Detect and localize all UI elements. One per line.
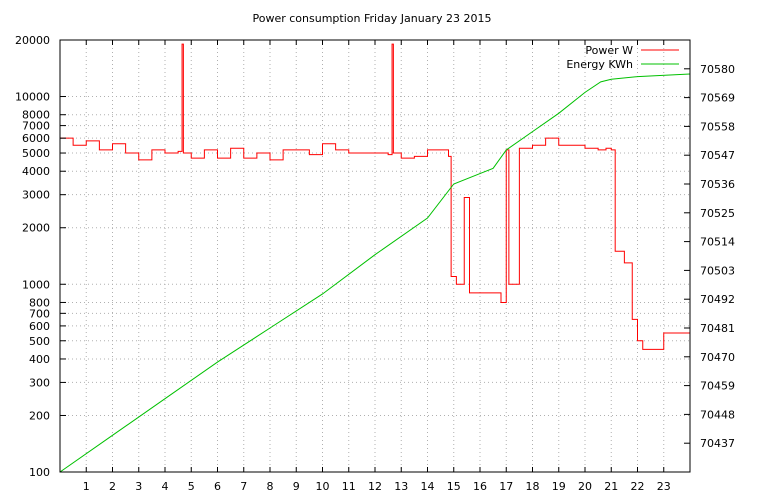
x-tick-label: 14 — [421, 480, 435, 493]
x-tick-label: 10 — [316, 480, 330, 493]
x-tick-label: 1 — [83, 480, 90, 493]
legend-label: Power W — [585, 44, 633, 57]
x-tick-label: 3 — [135, 480, 142, 493]
chart-title: Power consumption Friday January 23 2015 — [253, 12, 492, 25]
y-left-tick-label: 500 — [29, 335, 50, 348]
x-tick-label: 16 — [473, 480, 487, 493]
y-left-tick-label: 300 — [29, 376, 50, 389]
y-left-tick-label: 200 — [29, 409, 50, 422]
y-axis-right: 70437 70448 70459 70470 70481 70492 70503 70514… — [684, 63, 735, 450]
x-tick-label: 12 — [368, 480, 382, 493]
y-left-tick-label: 800 — [29, 296, 50, 309]
series-line-power-w — [60, 43, 691, 350]
x-tick-label: 21 — [604, 480, 618, 493]
x-tick-label: 8 — [267, 480, 274, 493]
y-left-tick-label: 400 — [29, 353, 50, 366]
y-right-tick-label: 70580 — [700, 63, 735, 76]
y-right-tick-label: 70481 — [700, 322, 735, 335]
x-tick-label: 6 — [214, 480, 221, 493]
series-line-energy-kwh — [59, 73, 691, 473]
y-right-tick-label: 70437 — [700, 437, 735, 450]
y-left-tick-label: 10000 — [15, 91, 50, 104]
y-right-tick-label: 70547 — [700, 149, 735, 162]
y-right-tick-label: 70536 — [700, 178, 735, 191]
x-tick-label: 5 — [188, 480, 195, 493]
x-tick-label: 15 — [447, 480, 461, 493]
x-tick-label: 18 — [526, 480, 540, 493]
y-right-tick-label: 70470 — [700, 351, 735, 364]
y-right-tick-label: 70503 — [700, 264, 735, 277]
y-right-tick-label: 70569 — [700, 92, 735, 105]
x-tick-label: 2 — [109, 480, 116, 493]
y-right-tick-label: 70514 — [700, 236, 735, 249]
x-tick-label: 23 — [657, 480, 671, 493]
y-left-tick-label: 3000 — [22, 189, 50, 202]
y-left-tick-label: 5000 — [22, 147, 50, 160]
x-tick-label: 20 — [578, 480, 592, 493]
y-right-tick-label: 70459 — [700, 380, 735, 393]
x-tick-label: 22 — [631, 480, 645, 493]
y-left-tick-label: 4000 — [22, 165, 50, 178]
x-tick-label: 11 — [342, 480, 356, 493]
y-left-tick-label: 700 — [29, 307, 50, 320]
y-left-tick-label: 1000 — [22, 278, 50, 291]
y-right-tick-label: 70492 — [700, 293, 735, 306]
x-tick-label: 17 — [499, 480, 513, 493]
y-left-tick-label: 6000 — [22, 132, 50, 145]
x-axis: 1 2 3 4 5 6 7 8 9 10 11 12 13 14 15 16 17 18 19 20 21 22 23 — [83, 40, 671, 493]
x-tick-label: 19 — [552, 480, 566, 493]
y-left-tick-label: 8000 — [22, 109, 50, 122]
y-left-tick-label: 7000 — [22, 120, 50, 133]
legend-label: Energy KWh — [566, 58, 633, 71]
y-left-tick-label: 100 — [29, 466, 50, 479]
x-tick-label: 9 — [293, 480, 300, 493]
y-left-tick-label: 20000 — [15, 34, 50, 47]
y-right-tick-label: 70525 — [700, 207, 735, 220]
y-left-tick-label: 2000 — [22, 222, 50, 235]
grid — [60, 39, 690, 473]
x-tick-label: 4 — [162, 480, 169, 493]
y-right-tick-label: 70448 — [700, 408, 735, 421]
x-tick-label: 13 — [394, 480, 408, 493]
y-left-tick-label: 600 — [29, 320, 50, 333]
y-right-tick-label: 70558 — [700, 120, 735, 133]
series-layer — [59, 43, 691, 473]
x-tick-label: 7 — [240, 480, 247, 493]
